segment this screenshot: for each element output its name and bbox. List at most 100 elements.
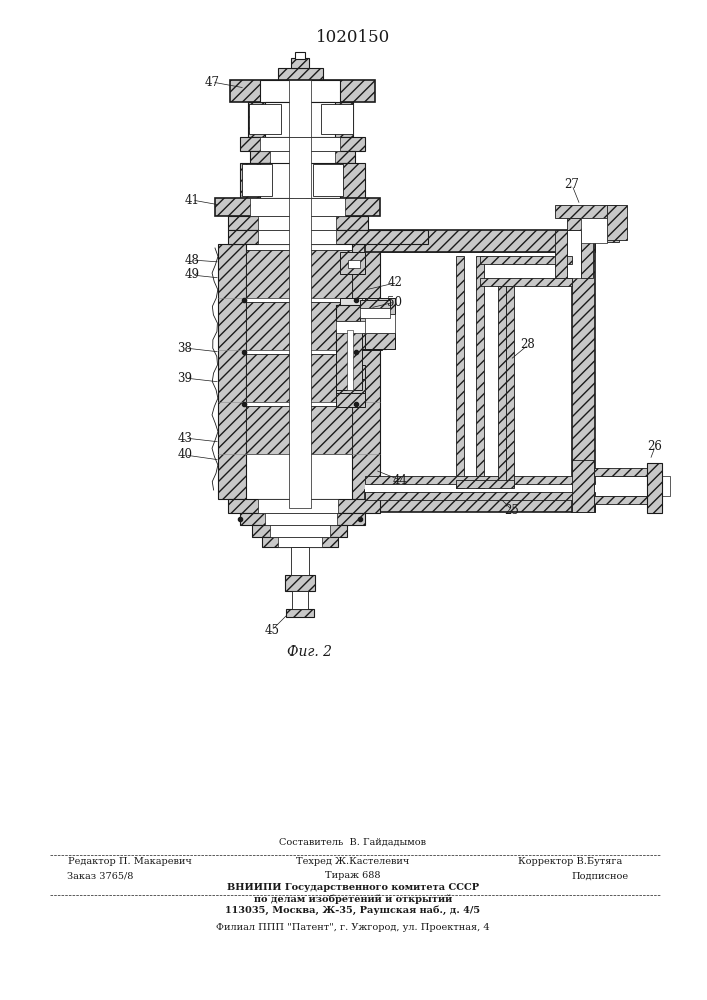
Text: Тираж 688: Тираж 688 — [325, 871, 381, 880]
Text: ВНИИПИ Государственного комитета СССР: ВНИИПИ Государственного комитета СССР — [227, 884, 479, 892]
Bar — [555, 230, 567, 278]
Bar — [365, 484, 600, 492]
Text: Фиг. 2: Фиг. 2 — [288, 645, 332, 659]
Bar — [289, 80, 311, 137]
Bar — [278, 68, 323, 80]
Bar — [242, 164, 272, 196]
Bar — [294, 198, 306, 508]
Bar — [456, 256, 464, 488]
Bar — [360, 300, 390, 308]
Bar — [607, 218, 619, 242]
Bar — [360, 308, 390, 318]
Bar — [336, 330, 362, 390]
Bar — [218, 244, 246, 499]
Bar — [230, 80, 375, 102]
Text: Филиал ППП "Патент", г. Ужгород, ул. Проектная, 4: Филиал ППП "Патент", г. Ужгород, ул. Про… — [216, 924, 490, 932]
Text: 42: 42 — [387, 276, 402, 290]
Bar — [464, 256, 476, 488]
Bar — [278, 537, 322, 547]
Text: Подписное: Подписное — [571, 871, 629, 880]
Bar — [260, 80, 340, 102]
Bar — [289, 198, 311, 508]
Bar — [498, 286, 506, 486]
Text: 113035, Москва, Ж-35, Раушская наб., д. 4/5: 113035, Москва, Ж-35, Раушская наб., д. … — [226, 905, 481, 915]
Bar — [593, 218, 607, 242]
Bar — [265, 513, 337, 525]
Bar — [304, 302, 352, 350]
Bar — [260, 163, 340, 198]
Bar — [228, 230, 428, 244]
Bar — [295, 52, 305, 59]
Text: 25: 25 — [505, 504, 520, 516]
Bar — [336, 321, 386, 333]
Text: Редактор П. Макаревич: Редактор П. Макаревич — [68, 857, 192, 866]
Bar — [480, 278, 572, 286]
Text: 49: 49 — [185, 268, 199, 282]
Bar — [348, 260, 360, 268]
Text: Корректор В.Бутяга: Корректор В.Бутяга — [518, 857, 622, 866]
Bar — [340, 252, 365, 274]
Bar — [258, 499, 338, 513]
Bar — [246, 406, 294, 454]
Bar — [250, 198, 345, 216]
Bar — [270, 151, 335, 163]
Bar — [262, 537, 338, 547]
Bar — [347, 330, 353, 390]
Bar — [258, 216, 336, 230]
Bar — [581, 218, 607, 243]
Bar — [567, 230, 581, 278]
Bar — [291, 58, 309, 68]
Bar — [249, 104, 281, 134]
Bar — [240, 137, 365, 151]
Bar — [336, 379, 365, 393]
Text: 39: 39 — [177, 371, 192, 384]
Bar — [246, 354, 294, 402]
Bar — [555, 205, 619, 218]
Text: 38: 38 — [177, 342, 192, 355]
Bar — [252, 525, 347, 537]
Bar — [464, 256, 502, 268]
Bar — [360, 318, 390, 326]
Bar — [340, 298, 382, 350]
Text: 1020150: 1020150 — [316, 29, 390, 46]
Text: 27: 27 — [565, 178, 580, 192]
Bar — [365, 252, 572, 490]
Text: 47: 47 — [204, 76, 219, 89]
Bar — [321, 104, 353, 134]
Bar — [250, 151, 355, 163]
Bar — [294, 354, 304, 402]
Bar — [215, 198, 380, 216]
Bar — [336, 393, 365, 407]
Bar — [572, 230, 595, 512]
Text: 44: 44 — [392, 474, 407, 487]
Bar — [352, 244, 380, 499]
Bar — [286, 609, 314, 617]
Bar — [365, 314, 395, 333]
Bar — [291, 547, 309, 575]
Bar — [248, 102, 353, 137]
Bar — [294, 250, 304, 298]
Bar — [304, 250, 352, 298]
Bar — [336, 365, 365, 379]
Bar — [294, 302, 304, 350]
Bar — [246, 250, 294, 298]
Text: по делам изобретений и открытий: по делам изобретений и открытий — [254, 894, 452, 904]
Text: 40: 40 — [177, 448, 192, 462]
Bar — [506, 286, 514, 486]
Bar — [338, 365, 364, 407]
Text: 43: 43 — [177, 432, 192, 444]
Bar — [365, 490, 595, 512]
Text: 50: 50 — [387, 296, 402, 308]
Text: 26: 26 — [648, 440, 662, 454]
Bar — [304, 354, 352, 402]
Text: 48: 48 — [185, 253, 199, 266]
Bar — [260, 137, 340, 151]
Bar — [304, 406, 352, 454]
Bar — [270, 525, 330, 537]
Bar — [240, 163, 365, 198]
Bar — [365, 333, 395, 349]
Bar — [655, 476, 670, 496]
Bar — [480, 264, 572, 278]
Bar — [607, 205, 627, 240]
Bar — [594, 468, 649, 476]
